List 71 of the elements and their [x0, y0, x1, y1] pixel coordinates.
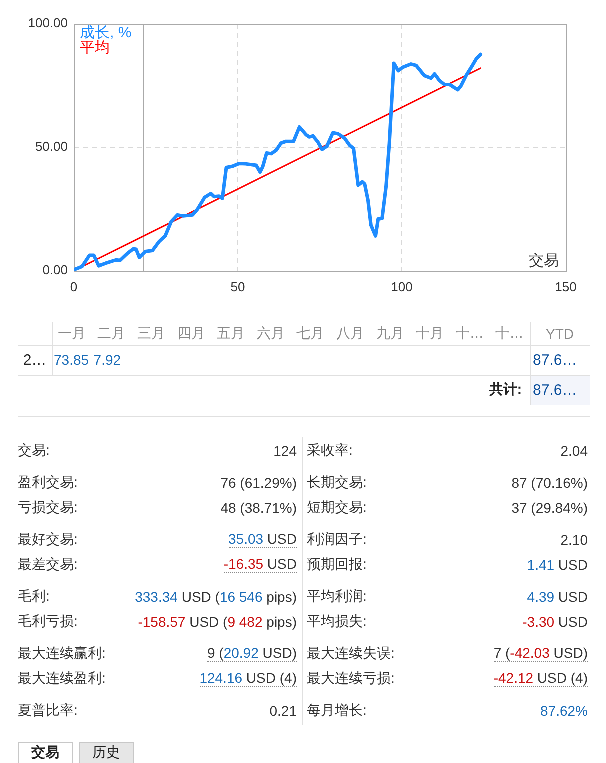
- text: -3.30 USD: [522, 614, 588, 630]
- text: 48 (38.71%): [220, 500, 297, 516]
- y-tick-label: 100.00: [28, 16, 68, 31]
- text: 87.62%: [540, 702, 588, 718]
- text: 五月: [217, 324, 246, 342]
- y-tick-label: 50.00: [35, 139, 68, 154]
- text: 二月: [98, 324, 126, 342]
- text: 124: [274, 442, 297, 458]
- text: 短期交易:: [307, 498, 367, 516]
- text: 预期回报:: [307, 556, 367, 574]
- text: 长期交易:: [307, 474, 367, 492]
- text: 每月增长:: [307, 702, 367, 720]
- tab[interactable]: 交易: [18, 742, 73, 763]
- text: 37 (29.84%): [512, 500, 588, 516]
- tab[interactable]: 历史: [79, 742, 134, 763]
- text: 七月: [296, 324, 325, 342]
- text: 六月: [256, 324, 285, 342]
- text: 1.41 USD: [527, 556, 588, 572]
- text: 87 (70.16%): [512, 474, 588, 490]
- text: 最大连续失误:: [307, 644, 395, 662]
- text: 最大连续赢利:: [18, 644, 106, 662]
- x-tick-label: 150: [555, 279, 577, 294]
- x-tick-label: 100: [391, 279, 413, 294]
- text: 三月: [137, 324, 166, 342]
- text: 2.04: [560, 442, 588, 458]
- text: 十…: [496, 324, 524, 342]
- text: 87.6…: [533, 382, 578, 398]
- text: 333.34 USD (16 546 pips): [135, 588, 297, 604]
- text: 平均损失:: [307, 612, 367, 630]
- text: 76 (61.29%): [220, 474, 297, 490]
- text: 利润因子:: [307, 530, 367, 548]
- text: 7.92: [94, 352, 122, 368]
- text: 35.03 USD: [228, 531, 297, 548]
- text: 平均: [80, 40, 110, 57]
- text: 毛利亏损:: [18, 612, 78, 630]
- text: 亏损交易:: [18, 498, 78, 516]
- text: 最大连续盈利:: [18, 670, 106, 688]
- text: 7 (-42.03 USD): [494, 645, 588, 662]
- x-axis-title: 交易: [529, 252, 559, 270]
- text: 0.21: [270, 702, 297, 718]
- text: 一月: [58, 324, 86, 342]
- text: 9 (20.92 USD): [207, 645, 297, 662]
- text: 八月: [336, 324, 364, 342]
- text: 九月: [376, 324, 404, 342]
- text: YTD: [546, 326, 574, 342]
- text: 盈利交易:: [18, 474, 78, 492]
- text: 采收率:: [307, 442, 353, 460]
- text: 87.6…: [533, 352, 578, 368]
- text: 平均利润:: [307, 588, 367, 606]
- text: 2.10: [560, 532, 588, 548]
- text: 四月: [177, 324, 206, 342]
- text: 最好交易:: [18, 530, 78, 548]
- text: 4.39 USD: [527, 588, 588, 604]
- text: -16.35 USD: [224, 556, 297, 573]
- x-tick-label: 50: [230, 279, 246, 294]
- text: 成长, %: [80, 24, 132, 42]
- text: -42.12 USD (4): [494, 670, 588, 687]
- text: 夏普比率:: [18, 702, 78, 720]
- text: 共计:: [489, 381, 522, 399]
- text: 毛利:: [18, 588, 50, 606]
- text: 2…: [23, 352, 47, 368]
- text: 十…: [456, 324, 484, 342]
- text: 交易:: [18, 442, 50, 460]
- text: 最大连续亏损:: [307, 670, 395, 688]
- x-tick-label: 0: [70, 279, 78, 294]
- y-tick-label: 0.00: [42, 262, 68, 278]
- text: -158.57 USD (9 482 pips): [138, 614, 297, 630]
- text: 十月: [416, 324, 444, 342]
- text: 73.85: [54, 352, 90, 368]
- text: 124.16 USD (4): [200, 670, 297, 687]
- text: 最差交易:: [18, 556, 78, 574]
